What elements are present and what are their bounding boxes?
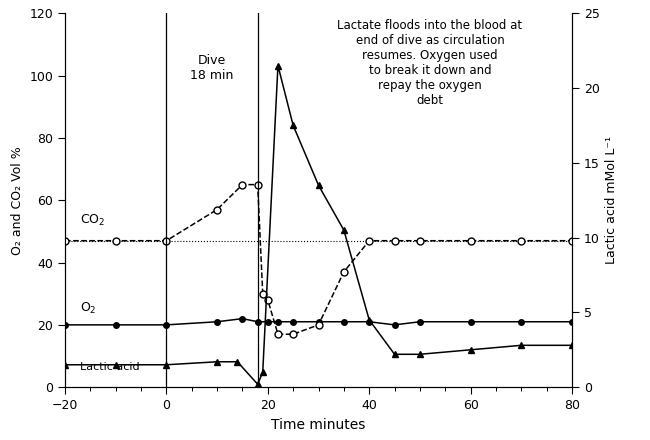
Text: CO$_2$: CO$_2$	[80, 213, 105, 228]
Y-axis label: Lactic acid mMol L⁻¹: Lactic acid mMol L⁻¹	[605, 136, 618, 264]
Text: O$_2$: O$_2$	[80, 301, 97, 315]
Text: Lactic acid: Lactic acid	[80, 362, 140, 372]
Text: Lactate floods into the blood at
end of dive as circulation
resumes. Oxygen used: Lactate floods into the blood at end of …	[337, 19, 523, 107]
Text: Dive
18 min: Dive 18 min	[190, 54, 234, 82]
X-axis label: Time minutes: Time minutes	[271, 418, 366, 432]
Y-axis label: O₂ and CO₂ Vol %: O₂ and CO₂ Vol %	[11, 146, 24, 255]
